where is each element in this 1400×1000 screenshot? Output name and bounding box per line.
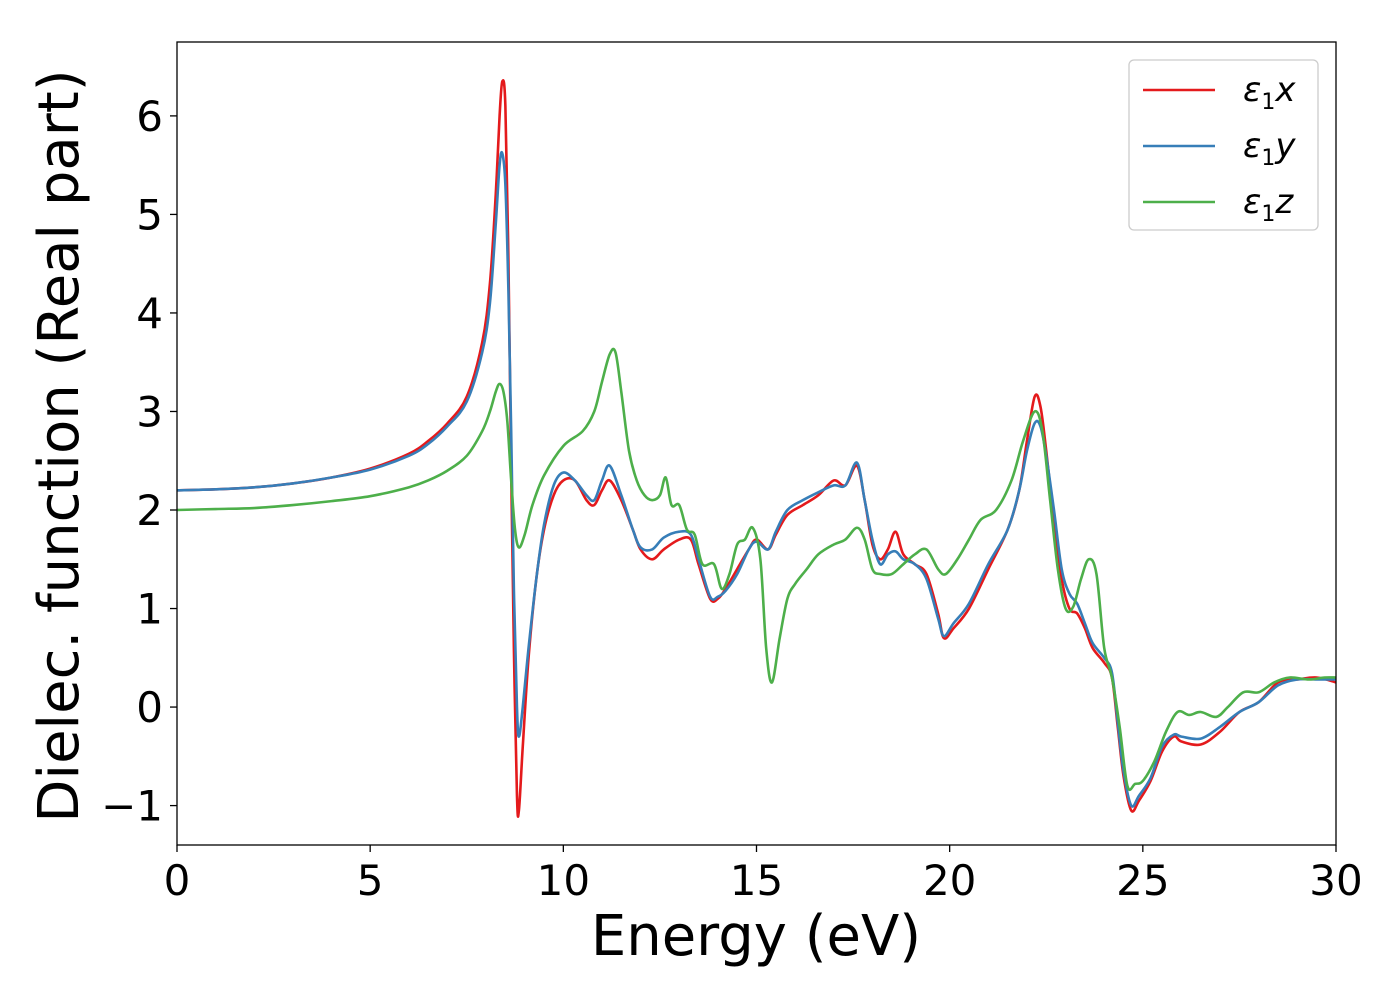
x-tick-label: 15: [730, 856, 783, 905]
y-tick-label: 2: [136, 486, 163, 535]
x-tick-label: 0: [164, 856, 191, 905]
legend-subscript: 1: [1261, 146, 1275, 171]
y-tick-label: 0: [136, 683, 163, 732]
x-tick-label: 10: [537, 856, 590, 905]
y-tick-label: 3: [136, 387, 163, 436]
y-tick-label: −1: [101, 782, 163, 831]
series-layer: [177, 78, 1336, 818]
y-axis-label: Dielec. function (Real part): [27, 69, 92, 822]
legend-label-z: ε1z: [1243, 182, 1294, 227]
legend-symbol: ε: [1243, 126, 1261, 166]
legend-component: y: [1274, 126, 1296, 166]
x-tick-label: 25: [1116, 856, 1169, 905]
series-line-y: [177, 150, 1336, 808]
x-axis-label: Energy (eV): [591, 904, 921, 969]
series-line-z: [177, 347, 1336, 792]
legend-symbol: ε: [1243, 182, 1261, 222]
x-tick-label: 5: [357, 856, 384, 905]
y-tick-label: 5: [136, 190, 163, 239]
x-tick-label: 30: [1309, 856, 1362, 905]
legend-subscript: 1: [1261, 90, 1275, 115]
x-axis-ticks: 0 5 10 15 20 25 30: [164, 845, 1363, 905]
x-tick-label: 20: [923, 856, 976, 905]
legend-label-x: ε1x: [1243, 70, 1296, 115]
legend-component: x: [1274, 70, 1296, 110]
legend-component: z: [1274, 182, 1294, 222]
legend-label-y: ε1y: [1243, 126, 1296, 171]
y-axis-ticks: −1 0 1 2 3 4 5 6: [101, 92, 177, 831]
legend-box: [1128, 59, 1319, 231]
y-tick-label: 1: [136, 585, 163, 634]
y-tick-label: 6: [136, 92, 163, 141]
legend-symbol: ε: [1243, 70, 1261, 110]
y-tick-label: 4: [136, 289, 163, 338]
legend-subscript: 1: [1261, 202, 1275, 227]
